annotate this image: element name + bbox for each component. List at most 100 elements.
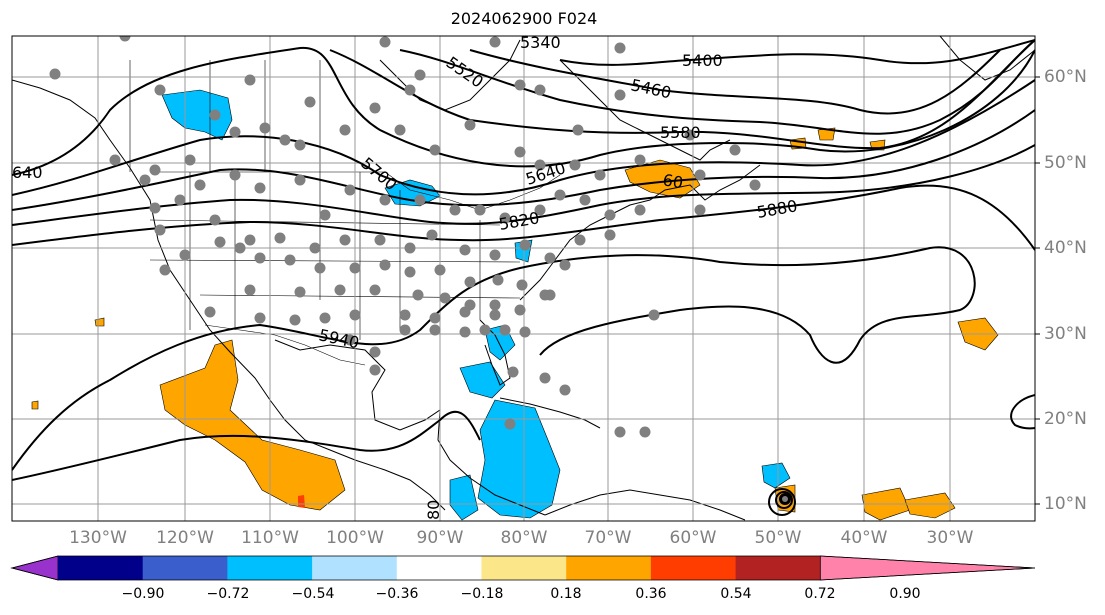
station-marker xyxy=(634,204,646,216)
lon-label: 40°W xyxy=(840,528,888,548)
station-marker xyxy=(554,189,566,201)
colorbar-tick-label: −0.90 xyxy=(121,586,165,602)
station-marker xyxy=(254,312,266,324)
station-marker xyxy=(449,204,461,216)
station-marker xyxy=(459,326,471,338)
station-marker xyxy=(234,242,246,254)
station-marker xyxy=(539,372,551,384)
blue-patch-gulf xyxy=(459,361,506,399)
contour-5700 xyxy=(12,79,1035,196)
colorbar-tick-label: 0.18 xyxy=(550,586,582,602)
grid-lines xyxy=(12,36,1035,521)
station-marker xyxy=(639,426,651,438)
lat-label: 30°N xyxy=(1044,324,1087,344)
station-marker xyxy=(579,194,591,206)
station-marker xyxy=(379,194,391,206)
station-marker xyxy=(209,214,221,226)
station-marker xyxy=(159,264,171,276)
blue-patch-central-am xyxy=(449,474,479,521)
lon-label: 50°W xyxy=(754,528,802,548)
station-marker xyxy=(184,154,196,166)
colorbar-tick-label: −0.36 xyxy=(375,586,419,602)
station-marker xyxy=(294,139,306,151)
lat-label: 50°N xyxy=(1044,153,1087,173)
contour-5940 xyxy=(12,246,976,471)
colorbar-extend-min xyxy=(10,555,59,581)
lon-label: 130°W xyxy=(69,528,127,548)
station-marker xyxy=(254,182,266,194)
lon-label: 30°W xyxy=(926,528,974,548)
station-marker xyxy=(499,212,511,224)
station-markers xyxy=(49,36,761,438)
contour-tropical-low-inner xyxy=(775,491,793,509)
station-marker xyxy=(694,204,706,216)
lon-label: 80°W xyxy=(500,528,548,548)
station-marker xyxy=(304,96,316,108)
station-marker xyxy=(154,224,166,236)
station-marker xyxy=(274,232,286,244)
station-marker xyxy=(572,124,584,136)
station-marker xyxy=(434,264,446,276)
station-marker xyxy=(334,284,346,296)
orange-patch-small-west xyxy=(94,317,105,327)
contour-label-640: 640 xyxy=(12,163,43,182)
map-frame xyxy=(11,35,1036,522)
station-marker xyxy=(534,159,546,171)
height-contours xyxy=(12,39,1035,516)
station-marker xyxy=(614,426,626,438)
colorbar-tick-label: −0.72 xyxy=(206,586,250,602)
station-marker xyxy=(284,254,296,266)
red-patch xyxy=(298,495,305,508)
station-marker xyxy=(464,276,476,288)
station-marker xyxy=(429,324,441,336)
contour-5880 xyxy=(12,184,1035,251)
station-marker xyxy=(569,159,581,171)
station-marker xyxy=(279,134,291,146)
station-marker xyxy=(684,129,696,141)
contour-label-5400: 5400 xyxy=(682,51,723,70)
coastline-cuba xyxy=(499,397,601,429)
colorbar-segment xyxy=(650,556,737,580)
station-marker xyxy=(489,36,501,48)
station-marker xyxy=(344,334,356,346)
station-marker xyxy=(426,229,438,241)
station-marker xyxy=(339,124,351,136)
colorbar-outline xyxy=(10,555,1036,581)
station-marker xyxy=(374,234,386,246)
station-marker xyxy=(504,418,516,430)
contour-5940-south xyxy=(12,410,481,481)
orange-patch-canada-east xyxy=(624,159,701,199)
station-marker xyxy=(559,384,571,396)
station-marker xyxy=(534,84,546,96)
station-marker xyxy=(634,154,646,166)
station-marker xyxy=(519,326,531,338)
station-marker xyxy=(369,364,381,376)
lat-label: 60°N xyxy=(1044,67,1087,87)
lon-label: 120°W xyxy=(156,528,214,548)
colorbar xyxy=(10,555,1036,581)
station-marker xyxy=(439,292,451,304)
station-marker xyxy=(514,79,526,91)
contour-tropical-low-outer xyxy=(768,488,796,516)
station-marker xyxy=(259,122,271,134)
station-marker xyxy=(254,252,266,264)
station-marker xyxy=(204,306,216,318)
station-marker xyxy=(179,249,191,261)
contour-5820 xyxy=(12,144,1035,226)
station-marker xyxy=(489,309,501,321)
lat-label: 40°N xyxy=(1044,238,1087,258)
station-marker xyxy=(404,242,416,254)
station-marker xyxy=(514,304,526,316)
station-marker xyxy=(244,74,256,86)
station-marker xyxy=(489,299,501,311)
tropical-low-center-dot xyxy=(782,496,788,502)
contour-tc xyxy=(1010,394,1035,430)
station-marker xyxy=(154,84,166,96)
station-marker xyxy=(349,262,361,274)
station-marker xyxy=(349,309,361,321)
station-marker xyxy=(492,274,504,286)
station-marker xyxy=(499,324,511,336)
contour-label-5340: 5340 xyxy=(520,33,561,52)
station-marker xyxy=(369,346,381,358)
